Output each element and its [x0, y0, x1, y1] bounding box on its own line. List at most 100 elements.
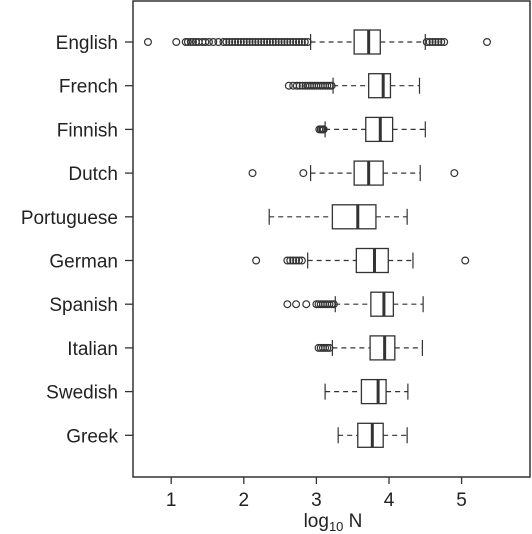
outlier-english [268, 37, 277, 46]
outlier-english [183, 37, 192, 46]
outlier-german [461, 256, 470, 265]
outlier-french [327, 81, 336, 90]
iqr-box-spanish [370, 291, 395, 317]
outlier-english [231, 37, 240, 46]
iqr-box-greek [357, 422, 384, 448]
outlier-english [251, 37, 260, 46]
outlier-spanish [302, 300, 311, 309]
outlier-spanish [283, 300, 292, 309]
outlier-english [236, 37, 245, 46]
outlier-german [283, 256, 292, 265]
outlier-english [483, 37, 492, 46]
outlier-french [284, 81, 293, 90]
category-label-spanish: Spanish [49, 295, 118, 316]
outlier-dutch [450, 169, 459, 178]
outlier-spanish [292, 300, 301, 309]
outlier-dutch [299, 169, 308, 178]
outlier-english [260, 37, 269, 46]
outlier-english [209, 37, 218, 46]
outlier-spanish [325, 300, 334, 309]
outlier-english [437, 37, 446, 46]
outlier-english [263, 37, 272, 46]
box-french [284, 73, 421, 99]
box-italian [314, 335, 423, 361]
outlier-german [286, 256, 295, 265]
outlier-english [201, 37, 210, 46]
category-label-swedish: Swedish [46, 383, 118, 404]
outlier-french [325, 81, 334, 90]
outlier-english [257, 37, 266, 46]
outlier-english [300, 37, 309, 46]
outlier-english [186, 37, 195, 46]
x-tick-label-2: 2 [239, 490, 250, 511]
outlier-english [214, 37, 223, 46]
x-axis: 1 2 3 4 5 [125, 41, 467, 511]
iqr-box-french [368, 73, 392, 99]
category-labels: English French Finnish Dutch Portuguese Germa… [21, 33, 119, 447]
outlier-french [292, 81, 301, 90]
outlier-english [283, 37, 292, 46]
outlier-english [228, 37, 237, 46]
outlier-english [440, 37, 449, 46]
x-axis-title: log10 N [304, 511, 363, 534]
box-dutch [248, 160, 459, 186]
x-tick-label-5: 5 [456, 490, 467, 511]
outlier-german [294, 256, 303, 265]
x-tick-label-1: 1 [166, 490, 177, 511]
outlier-finnish [319, 125, 328, 134]
outlier-german [297, 256, 306, 265]
category-label-english: English [56, 33, 118, 54]
category-label-italian: Italian [67, 339, 118, 360]
outlier-english [239, 37, 248, 46]
outlier-english [143, 37, 152, 46]
category-label-german: German [49, 252, 118, 273]
category-label-finnish: Finnish [57, 120, 118, 141]
outlier-german [252, 256, 261, 265]
outlier-english [188, 37, 197, 46]
x-axis-title-var: N [343, 511, 362, 532]
x-axis-title-subscript: 10 [329, 519, 343, 534]
outlier-english [434, 37, 443, 46]
outlier-english [286, 37, 295, 46]
outlier-english [245, 37, 254, 46]
outlier-german [289, 256, 298, 265]
iqr-box-german [355, 247, 389, 274]
x-tick-label-4: 4 [384, 490, 395, 511]
outlier-english [289, 37, 298, 46]
outlier-english [254, 37, 263, 46]
outlier-english [265, 37, 274, 46]
outlier-italian [321, 343, 330, 352]
plot-frame [132, 0, 531, 478]
outlier-spanish [327, 300, 336, 309]
category-label-portuguese: Portuguese [21, 208, 118, 229]
outlier-english [277, 37, 286, 46]
x-axis-title-base: log [304, 511, 329, 532]
outlier-english [271, 37, 280, 46]
iqr-box-italian [369, 335, 396, 361]
iqr-box-swedish [360, 378, 387, 405]
box-english [143, 29, 492, 55]
outlier-italian [325, 343, 334, 352]
iqr-box-portuguese [331, 204, 377, 230]
outlier-english [222, 37, 231, 46]
outlier-english [303, 37, 312, 46]
box-swedish [324, 378, 409, 405]
box-finnish [315, 116, 426, 143]
outlier-english [225, 37, 234, 46]
category-label-french: French [59, 77, 118, 98]
outlier-english [422, 37, 431, 46]
outlier-english [425, 37, 434, 46]
outlier-english [297, 37, 306, 46]
outlier-dutch [248, 169, 257, 178]
outlier-english [242, 37, 251, 46]
outlier-english [280, 37, 289, 46]
outlier-german [292, 256, 301, 265]
category-label-dutch: Dutch [68, 164, 118, 185]
outlier-english [172, 37, 181, 46]
category-label-greek: Greek [66, 426, 118, 447]
outlier-english [219, 37, 228, 46]
outlier-french [323, 81, 332, 90]
outlier-english [294, 37, 303, 46]
x-tick-label-3: 3 [311, 490, 322, 511]
outlier-english [428, 37, 437, 46]
